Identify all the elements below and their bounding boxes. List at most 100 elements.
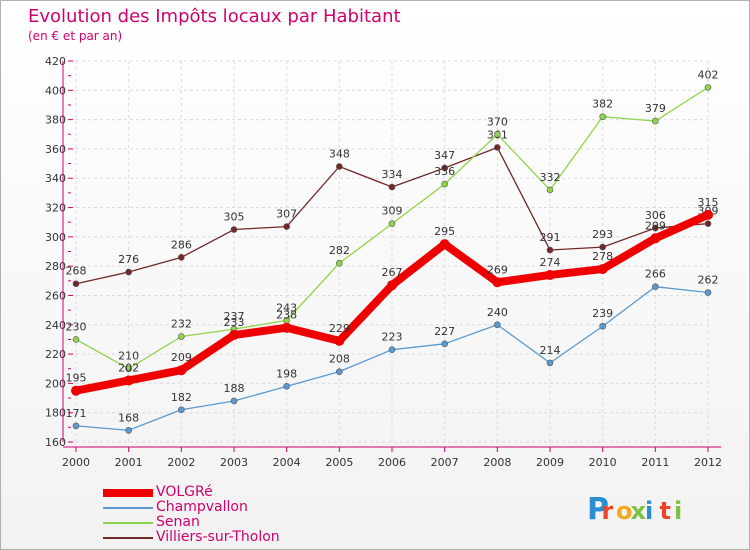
x-tick-label: 2009 xyxy=(536,456,564,469)
data-label: 267 xyxy=(382,266,403,279)
data-label: 238 xyxy=(276,309,297,322)
data-point xyxy=(178,406,185,414)
data-point xyxy=(125,365,132,373)
x-tick-label: 2003 xyxy=(220,456,248,469)
data-point xyxy=(599,113,606,120)
data-point xyxy=(178,333,185,340)
data-point xyxy=(229,330,239,341)
data-point xyxy=(546,186,554,194)
logo-letter: t xyxy=(660,497,671,525)
data-label: 239 xyxy=(592,307,613,320)
y-tick-label: 240 xyxy=(45,319,66,332)
data-label: 188 xyxy=(224,382,245,395)
x-tick-label: 2006 xyxy=(378,456,406,469)
data-label: 282 xyxy=(329,244,350,257)
legend-swatch-senan xyxy=(103,521,153,524)
data-point xyxy=(652,117,659,125)
data-point xyxy=(72,422,80,430)
data-point xyxy=(176,365,187,376)
data-point xyxy=(441,340,448,348)
data-label: 195 xyxy=(66,372,87,385)
data-label: 243 xyxy=(276,301,297,314)
logo-letter: r xyxy=(602,497,614,525)
x-tick-label: 2008 xyxy=(483,456,511,469)
data-point xyxy=(650,233,661,244)
y-tick-label: 320 xyxy=(45,202,66,215)
data-label: 268 xyxy=(66,265,87,278)
data-label: 214 xyxy=(540,344,561,357)
data-point xyxy=(336,259,343,267)
data-label: 262 xyxy=(698,274,719,287)
y-tick-label: 180 xyxy=(45,407,66,420)
data-label: 202 xyxy=(118,361,139,374)
data-point xyxy=(494,144,501,151)
data-point xyxy=(72,336,80,343)
data-label: 198 xyxy=(276,367,297,380)
legend-swatch-champvallon xyxy=(103,506,153,509)
data-label: 240 xyxy=(487,306,508,319)
data-point xyxy=(125,426,132,434)
data-label: 334 xyxy=(382,168,403,181)
data-point xyxy=(72,280,80,288)
legend-swatch-volgre xyxy=(103,488,153,497)
data-point xyxy=(494,130,501,138)
data-label: 295 xyxy=(434,225,455,238)
data-point xyxy=(652,224,659,232)
legend-label-champvallon: Champvallon xyxy=(156,499,248,515)
data-point xyxy=(599,322,606,330)
data-label: 293 xyxy=(592,228,613,241)
legend-label-volgre: VOLGRé xyxy=(156,484,213,500)
legend-item-senan: Senan xyxy=(103,515,280,530)
data-point xyxy=(336,163,343,170)
data-label: 269 xyxy=(487,263,508,276)
y-tick-label: 380 xyxy=(45,114,66,127)
data-label: 229 xyxy=(329,322,350,335)
data-label: 370 xyxy=(487,115,508,128)
y-tick-label: 160 xyxy=(45,436,66,449)
data-point xyxy=(439,239,450,250)
y-tick-label: 300 xyxy=(45,231,66,244)
data-label: 274 xyxy=(540,256,561,269)
data-label: 348 xyxy=(329,148,350,161)
chart-subtitle: (en € et par an) xyxy=(28,29,123,43)
data-point xyxy=(336,368,343,375)
data-point xyxy=(597,264,608,275)
x-tick-label: 2011 xyxy=(641,456,669,469)
x-tick-label: 2000 xyxy=(62,456,90,469)
x-tick-label: 2001 xyxy=(115,456,143,469)
data-point xyxy=(704,84,712,91)
chart-title: Evolution des Impôts locaux par Habitant xyxy=(28,6,401,27)
x-tick-label: 2012 xyxy=(694,456,722,469)
x-tick-label: 2002 xyxy=(167,456,195,469)
data-label: 210 xyxy=(118,350,139,363)
x-tick-label: 2004 xyxy=(273,456,301,469)
logo-letter: i xyxy=(645,497,653,525)
data-label: 379 xyxy=(645,102,666,115)
data-label: 332 xyxy=(540,171,561,184)
legend-item-volgre: VOLGRé xyxy=(103,485,280,500)
data-point xyxy=(441,164,448,172)
x-tick-label: 2010 xyxy=(589,456,617,469)
y-tick-label: 420 xyxy=(45,55,66,68)
legend-swatch-villiers xyxy=(103,536,153,539)
legend: VOLGRé Champvallon Senan Villiers-sur-Th… xyxy=(103,485,280,545)
data-label: 266 xyxy=(645,268,666,281)
y-tick-label: 260 xyxy=(45,289,66,302)
data-label: 230 xyxy=(66,320,87,333)
data-label: 306 xyxy=(645,209,666,222)
legend-label-senan: Senan xyxy=(156,514,200,530)
data-point xyxy=(652,283,659,290)
y-tick-label: 280 xyxy=(45,260,66,273)
data-point xyxy=(492,277,503,288)
logo-letter: x xyxy=(631,497,647,525)
y-tick-label: 220 xyxy=(45,348,66,361)
data-label: 209 xyxy=(171,351,192,364)
data-label: 309 xyxy=(382,205,403,218)
data-point xyxy=(441,180,448,188)
legend-label-villiers: Villiers-sur-Tholon xyxy=(156,529,280,545)
data-point xyxy=(703,209,713,220)
data-point xyxy=(599,243,606,251)
y-tick-label: 340 xyxy=(45,172,66,185)
data-label: 347 xyxy=(434,149,455,162)
